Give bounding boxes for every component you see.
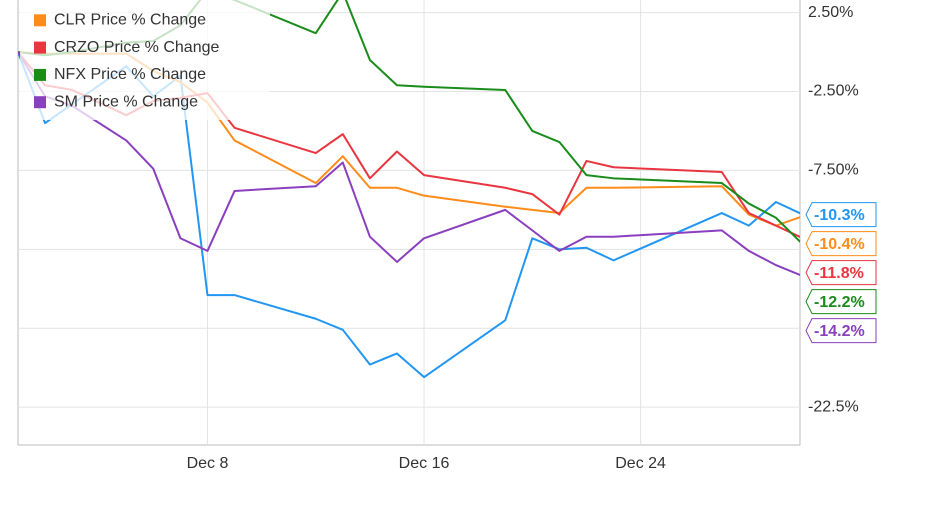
value-label-box	[805, 202, 877, 228]
x-tick-label: Dec 8	[187, 455, 229, 472]
legend-swatch	[34, 68, 46, 81]
legend-box	[20, 0, 270, 120]
value-label: -10.4%	[814, 236, 865, 253]
value-label: -10.3%	[814, 207, 865, 224]
grid: 2.50% -2.50% -7.50% -22.5% Dec 8 Dec 16 Dec 24	[18, 0, 859, 472]
legend-label: SM Price % Change	[54, 93, 198, 110]
y-tick-label: -2.50%	[808, 83, 859, 100]
value-label: -12.2%	[814, 294, 865, 311]
legend-swatch	[34, 14, 46, 27]
legend-swatch	[34, 41, 46, 54]
value-label-box	[805, 260, 877, 286]
legend: CLR Price % Change CRZO Price % Change NFX…	[20, 0, 270, 120]
series-line	[18, 51, 800, 277]
y-tick-label: 2.50%	[808, 4, 853, 21]
y-tick-label: -22.5%	[808, 398, 859, 415]
x-tick-label: Dec 16	[399, 455, 450, 472]
value-label-box	[805, 289, 877, 315]
legend-label: CRZO Price % Change	[54, 39, 219, 56]
value-label-box	[805, 231, 877, 257]
value-label: -14.2%	[814, 323, 865, 340]
x-tick-label: Dec 24	[615, 455, 666, 472]
value-label-box	[805, 318, 877, 344]
legend-label: CLR Price % Change	[54, 12, 206, 29]
legend-swatch	[34, 96, 46, 109]
y-tick-label: -7.50%	[808, 162, 859, 179]
legend-label: NFX Price % Change	[54, 66, 206, 83]
labels: -10.3% -10.4% -11.8% -12.2% -14.2%	[805, 202, 877, 344]
value-label: -11.8%	[814, 265, 864, 282]
